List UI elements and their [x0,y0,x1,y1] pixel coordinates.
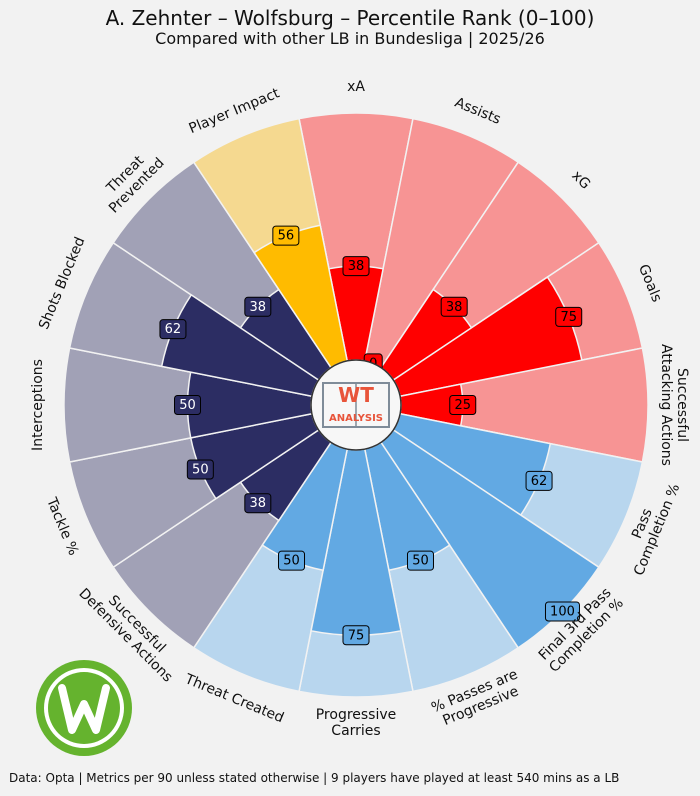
value-label-text: 75 [560,310,577,325]
metric-label-tackle: Tackle % [43,495,81,558]
value-labels: 38038752562100507550385050623856 [159,225,583,646]
value-label-box [278,550,306,571]
value-label-text: 100 [550,604,575,619]
value-label-text: 25 [454,398,471,413]
value-label-successful-defensive-actions: 38 [244,493,272,514]
metric-label-xg: xG [568,168,593,193]
value-label-text: 50 [192,462,209,477]
value-label-interceptions: 50 [174,395,201,415]
metric-label-goals: Goals [635,262,665,304]
value-label-text: 38 [348,259,365,274]
value-label-box [449,395,477,415]
value-label-box [544,601,580,622]
value-label-box [272,225,300,246]
value-label-successful-attacking-actions: 25 [449,395,477,415]
value-label-text: 38 [446,300,463,315]
value-label-progressive-carries: 75 [342,625,370,646]
value-label-threat-created: 50 [278,550,306,571]
value-label-box [174,395,201,415]
chart-title: A. Zehnter – Wolfsburg – Percentile Rank… [105,6,595,30]
value-label-box [244,296,272,317]
value-label-text: 38 [250,496,267,511]
value-label-text: 50 [179,398,196,413]
badge-text-top: WT [338,383,374,407]
metric-label-successful-attacking-actions: SuccessfulAttacking Actions [658,344,690,466]
value-label-box [406,550,434,571]
value-label-box [342,625,370,646]
value-label-box [440,296,468,317]
metric-label-assists: Assists [452,95,503,128]
value-label-box [244,493,272,514]
value-bars [160,224,600,649]
value-label-box [525,470,553,491]
value-label-goals: 75 [555,306,583,327]
value-label-box [555,306,583,327]
value-label-text: 56 [278,229,295,244]
value-label-pass-completion: 62 [525,470,553,491]
analysis-badge: WT ANALYSIS [310,359,402,451]
value-label-tackle: 50 [186,459,214,480]
value-label-text: 38 [250,300,267,315]
chart-subtitle: Compared with other LB in Bundesliga | 2… [155,29,545,48]
value-label-text: 50 [412,554,429,569]
value-label-xa: 38 [342,256,370,277]
value-label-player-impact: 56 [272,225,300,246]
value-label-box [186,459,214,480]
badge-text-bottom: ANALYSIS [329,413,383,424]
metric-label-xa: xA [347,79,365,95]
value-label-box [159,319,187,340]
footer-note: Data: Opta | Metrics per 90 unless state… [9,771,620,785]
value-label-text: 75 [348,628,365,643]
value-label-passes-are-progressive: 50 [406,550,434,571]
value-label-threat-prevented: 38 [244,296,272,317]
metric-label-interceptions: Interceptions [30,359,46,451]
metric-label-progressive-carries: Progressive Carries [316,707,397,739]
club-logo-icon [36,660,132,756]
value-label-box [342,256,370,277]
logo-w-mark [58,684,110,734]
value-label-shots-blocked: 62 [159,319,187,340]
value-label-final-3rd-pass-completion: 100 [544,601,580,622]
value-label-text: 62 [165,322,182,337]
value-label-text: 50 [283,554,300,569]
value-label-xg: 38 [440,296,468,317]
value-label-text: 62 [531,474,548,489]
